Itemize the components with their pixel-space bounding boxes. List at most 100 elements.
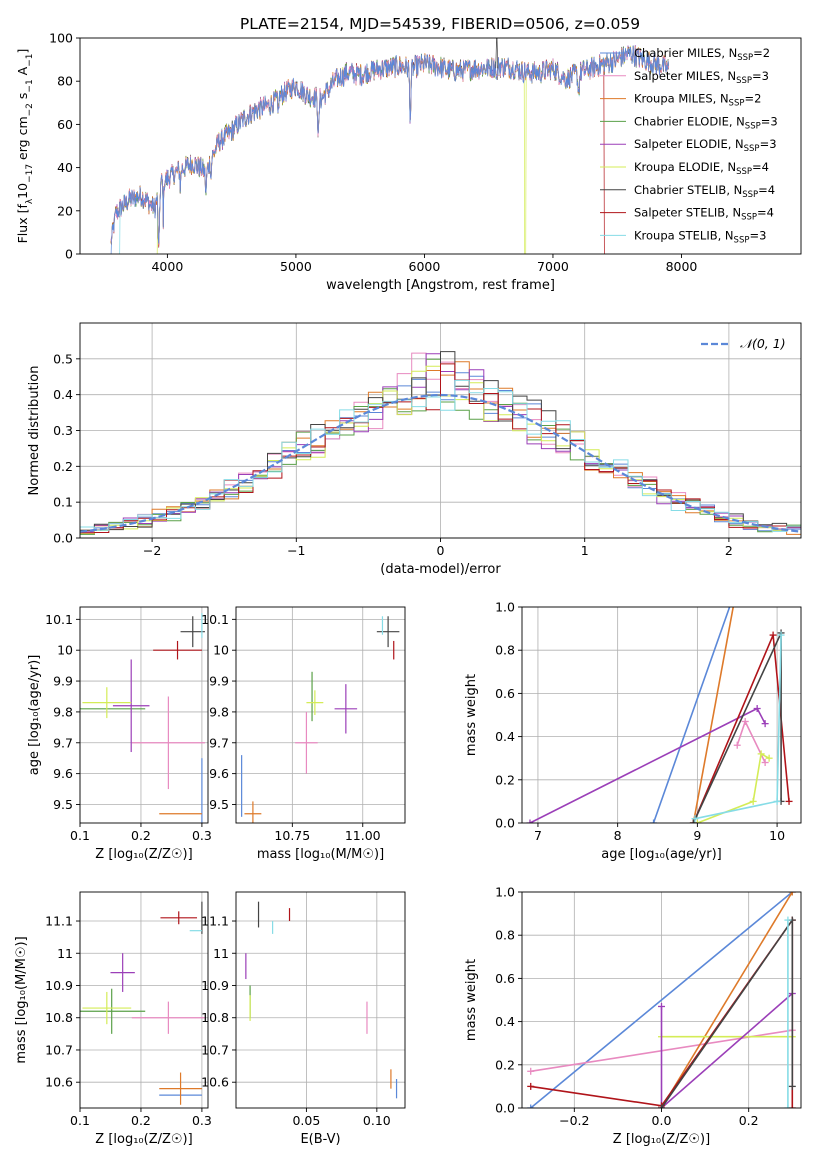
weight-vs-age-panel: 7 8 9 10 0.0 0.2 0.4 0.6 0.8 1.0 age [log₁₀(age/yr…	[464, 600, 802, 862]
weight-marker	[765, 754, 773, 762]
spectrum-line-0	[110, 45, 669, 254]
errorbar-7	[160, 911, 198, 925]
y-tick-label: 0.2	[495, 1057, 515, 1072]
x-tick-label: −1	[287, 543, 305, 558]
weight-marker	[693, 819, 701, 823]
weight-marker	[527, 1082, 535, 1090]
x-axis-label: Z [log₁₀(Z/Z☉)]	[95, 1132, 192, 1147]
weight-marker	[741, 717, 749, 725]
weight-line-4	[529, 707, 766, 823]
axes-frame	[235, 891, 406, 1109]
y-axis-label: age [log₁₀(age/yr)]	[27, 655, 42, 776]
weight-line-0	[530, 892, 793, 1108]
spectrum-line-3	[110, 45, 669, 245]
legend-eq: =2	[744, 92, 761, 106]
y-tick-label: 100	[49, 31, 73, 46]
y-tick-label: 10.1	[201, 612, 229, 627]
errorbar-2	[159, 1072, 202, 1105]
errorbar-1	[131, 1001, 205, 1034]
y-axis-label-part: −2	[25, 103, 35, 116]
x-tick-label: 0.1	[70, 828, 90, 843]
legend-sub: SSP	[736, 167, 752, 177]
y-axis-label-part: −17	[25, 164, 35, 183]
x-tick-label: 0.3	[192, 828, 212, 843]
y-tick-label: 10.7	[45, 1042, 73, 1057]
errorbar-4	[334, 684, 358, 734]
x-tick-label: −2	[143, 543, 161, 558]
weight-marker	[526, 819, 534, 823]
weight-marker	[527, 1104, 535, 1108]
legend-eq: =3	[752, 69, 769, 83]
plot-area	[245, 901, 398, 1099]
y-tick-label: 0.5	[53, 351, 73, 366]
weight-line-4	[660, 992, 793, 1108]
plot-area	[526, 607, 793, 823]
y-tick-label: 10.9	[45, 978, 73, 993]
y-tick-label: 0.2	[495, 772, 515, 787]
y-axis-label-part: erg cm	[15, 116, 30, 164]
x-tick-label: 0.0	[652, 1113, 672, 1128]
y-tick-label: 40	[57, 160, 73, 175]
age-vs-mass-panel: 10.75 11.00 9.5 9.6 9.7 9.8 9.9 10 10.1 mass [log…	[201, 606, 406, 862]
figure-title: PLATE=2154, MJD=54539, FIBERID=0506, z=0…	[240, 15, 640, 33]
weight-line-1	[692, 607, 735, 823]
spectrum-line-1	[110, 46, 669, 245]
axes-frame	[235, 606, 406, 824]
y-tick-label: 9.7	[53, 735, 73, 750]
y-tick-label: 0.8	[495, 643, 515, 658]
y-tick-label: 10.9	[201, 978, 229, 993]
y-tick-label: 0	[65, 247, 73, 262]
weight-marker	[658, 1002, 665, 1010]
normal-legend-label: 𝒩(0, 1)	[740, 336, 786, 351]
legend-sub: SSP	[729, 99, 745, 109]
y-axis-label-part: −1	[25, 54, 35, 67]
weight-line-2	[660, 892, 793, 1108]
weight-line-6	[692, 632, 782, 823]
y-axis-label-part: Flux [f	[15, 204, 30, 244]
weight-marker	[785, 797, 793, 805]
y-tick-label: 0.6	[495, 686, 515, 701]
y-tick-label: 0.0	[53, 531, 73, 546]
x-axis-label: wavelength [Angstrom, rest frame]	[326, 278, 555, 293]
mass-vs-ebv-panel: 0.05 0.10 10.6 10.7 10.8 10.9 11 11.1 E(B-V)	[201, 891, 406, 1147]
y-tick-label: 10.6	[45, 1075, 73, 1090]
legend-sub: SSP	[745, 121, 761, 131]
legend-eq: =4	[757, 206, 774, 220]
errorbar-1	[295, 711, 318, 774]
spectrum-panel: 4000 5000 6000 7000 8000 0 20 40 60 80 100 waveleng…	[15, 31, 802, 293]
weight-marker	[788, 892, 796, 896]
x-axis-label: (data-model)/error	[380, 562, 501, 577]
x-axis-label: E(B-V)	[300, 1132, 340, 1147]
legend-sub: SSP	[744, 144, 760, 154]
legend-sub: SSP	[736, 76, 752, 86]
plot-area	[80, 613, 205, 823]
x-tick-label: 11.00	[345, 828, 381, 843]
x-tick-label: 0.2	[131, 828, 151, 843]
legend-eq: =4	[752, 160, 769, 174]
y-tick-label: 0.3	[53, 423, 73, 438]
errorbar-5	[82, 991, 132, 1025]
y-tick-label: 9.5	[209, 797, 229, 812]
residual-histogram-panel: −2 −1 0 1 2 0.0 0.1 0.2 0.3 0.4 0.5 (data-model)/er…	[27, 322, 802, 577]
weight-marker	[691, 815, 699, 823]
y-axis-label-part: −1	[25, 79, 35, 92]
plot-area	[80, 351, 801, 538]
y-tick-label: 0.4	[495, 1014, 515, 1029]
y-tick-label: 1.0	[495, 885, 515, 900]
y-tick-label: 0.1	[53, 495, 73, 510]
plot-area	[80, 901, 205, 1105]
y-axis-label-part: ]	[15, 49, 30, 54]
y-axis-label-part: 10	[15, 183, 30, 199]
legend-sub: SSP	[741, 213, 757, 223]
y-tick-label: 0.8	[495, 928, 515, 943]
x-tick-label: 6000	[409, 259, 441, 274]
y-tick-label: 9.9	[53, 674, 73, 689]
y-tick-label: 0.4	[53, 387, 73, 402]
errorbar-4	[110, 953, 135, 992]
plot-area	[241, 616, 400, 823]
legend-label-0: Chabrier MILES, NSSP=2	[634, 46, 770, 63]
weight-marker	[788, 1104, 796, 1108]
spectrum-line-7	[110, 54, 605, 254]
y-tick-label: 20	[57, 203, 73, 218]
y-axis-label-part: λ	[25, 198, 35, 204]
